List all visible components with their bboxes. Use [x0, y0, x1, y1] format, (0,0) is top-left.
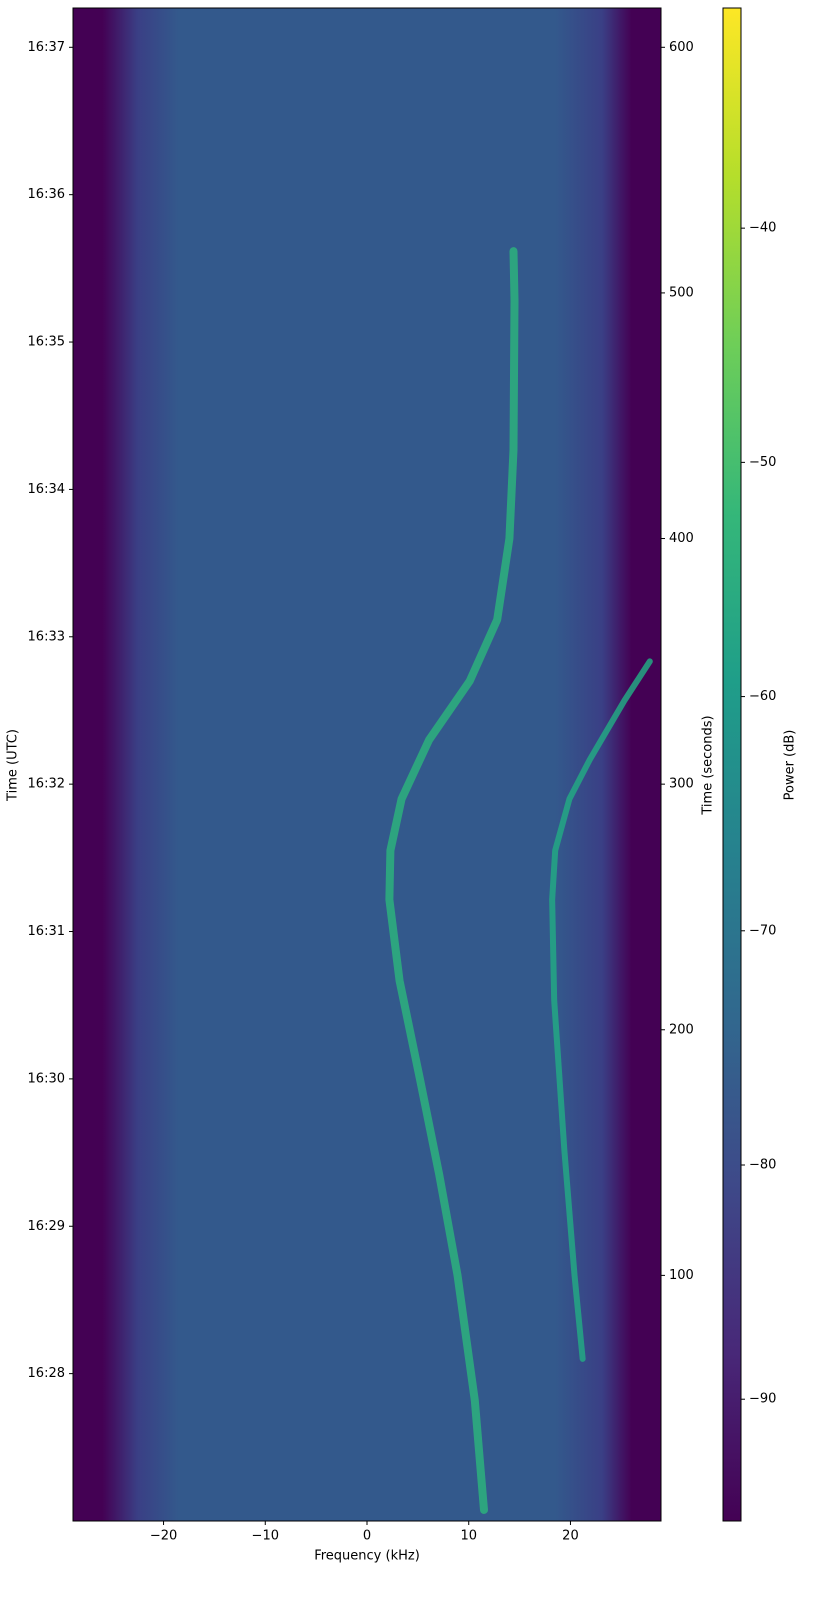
y-tick-label: 16:34 — [28, 482, 65, 497]
y2-tick-label: 600 — [669, 40, 694, 55]
colorbar-tick-label: −60 — [749, 689, 776, 704]
y-tick-label: 16:28 — [28, 1366, 65, 1381]
y-tick-label: 16:32 — [28, 777, 65, 792]
y-tick-label: 16:37 — [28, 40, 65, 55]
y-tick-label: 16:35 — [28, 335, 65, 350]
y2-axis-label: Time (seconds) — [701, 715, 716, 815]
x-tick-label: 0 — [363, 1529, 371, 1544]
colorbar-tick-label: −70 — [749, 923, 776, 938]
colorbar-tick-label: −90 — [749, 1392, 776, 1407]
y-tick-label: 16:33 — [28, 629, 65, 644]
y-tick-label: 16:29 — [28, 1219, 65, 1234]
colorbar-tick-label: −50 — [749, 455, 776, 470]
colorbar-tick-label: −80 — [749, 1158, 776, 1173]
spectrogram-background — [73, 8, 661, 1521]
x-tick-label: 10 — [460, 1529, 477, 1544]
y-axis-label: Time (UTC) — [6, 729, 21, 802]
signal-trace — [385, 247, 519, 1514]
y2-tick-label: 400 — [669, 531, 694, 546]
y-tick-label: 16:36 — [28, 187, 65, 202]
colorbar-label: Power (dB) — [783, 730, 798, 801]
x-tick-label: 20 — [562, 1529, 579, 1544]
traces — [385, 247, 653, 1514]
y2-tick-label: 100 — [669, 1268, 694, 1283]
y-tick-label: 16:31 — [28, 924, 65, 939]
y-tick-label: 16:30 — [28, 1071, 65, 1086]
colorbar — [722, 7, 742, 1522]
signal-trace — [549, 658, 653, 1362]
y2-tick-label: 300 — [669, 777, 694, 792]
x-tick-label: −20 — [150, 1529, 177, 1544]
y2-tick-label: 500 — [669, 285, 694, 300]
x-axis-label: Frequency (kHz) — [314, 1549, 420, 1564]
y2-tick-label: 200 — [669, 1022, 694, 1037]
x-tick-label: −10 — [252, 1529, 279, 1544]
colorbar-tick-label: −40 — [749, 221, 776, 236]
